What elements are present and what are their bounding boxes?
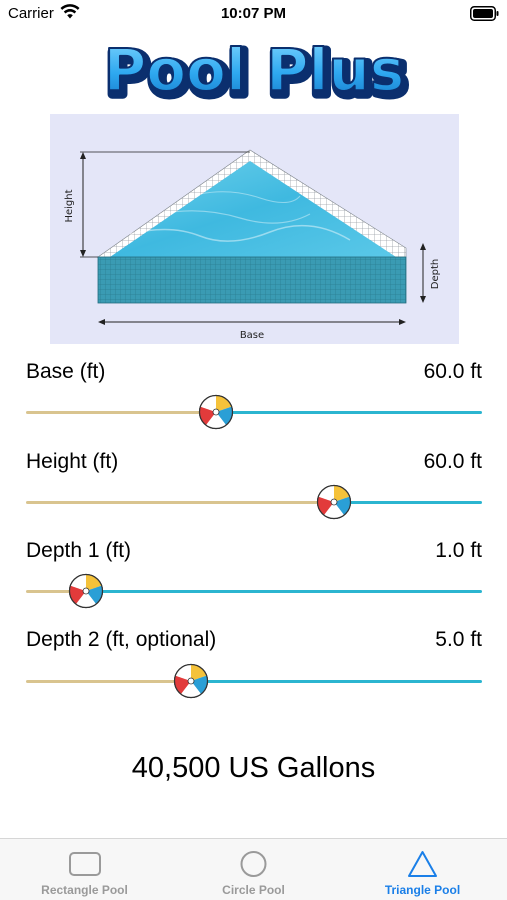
- slider-track-filled[interactable]: [26, 411, 217, 414]
- depth2-value: 5.0 ft: [435, 628, 482, 651]
- base-slider[interactable]: [26, 394, 482, 430]
- logo-text: Pool Plus: [104, 36, 404, 104]
- logo-text-outline: Pool Plus: [107, 40, 407, 108]
- beach-ball-thumb-icon[interactable]: [316, 484, 352, 520]
- beach-ball-thumb-icon[interactable]: [173, 663, 209, 699]
- depth1-slider[interactable]: [26, 573, 482, 609]
- slider-track-filled[interactable]: [26, 680, 191, 683]
- slider-track-filled[interactable]: [26, 590, 86, 593]
- depth1-value: 1.0 ft: [435, 539, 482, 562]
- depth1-label-text: Depth 1 (ft): [26, 539, 132, 562]
- pool-front-wall: [97, 256, 407, 304]
- slider-track-filled[interactable]: [26, 501, 334, 504]
- app-logo: Pool Plus Pool Plus: [102, 35, 411, 110]
- circle-icon: [240, 851, 267, 877]
- height-value: 60.0 ft: [423, 450, 482, 473]
- water-surface: [110, 161, 396, 257]
- status-bar: Carrier 10:07 PM: [0, 0, 507, 28]
- depth2-slider[interactable]: [26, 663, 482, 699]
- height-label-text: Height (ft): [26, 450, 119, 473]
- slider-track-empty[interactable]: [191, 680, 482, 683]
- clock: 10:07 PM: [220, 5, 287, 22]
- height-label: Height: [64, 189, 75, 222]
- tab-label: Triangle Pool: [384, 883, 461, 897]
- base-label: Base: [240, 330, 264, 341]
- gallons-result: 40,500 US Gallons: [131, 752, 376, 784]
- height-slider[interactable]: [26, 484, 482, 520]
- tab-label: Circle Pool: [222, 883, 285, 897]
- carrier-label: Carrier: [8, 5, 54, 22]
- tab-circle-pool[interactable]: Circle Pool: [169, 839, 338, 900]
- slider-track-empty[interactable]: [216, 411, 482, 414]
- tab-bar: Rectangle Pool Circle Pool Triangle Pool: [0, 838, 507, 900]
- base-value: 60.0 ft: [423, 360, 482, 383]
- tab-triangle-pool[interactable]: Triangle Pool: [338, 839, 507, 900]
- beach-ball-thumb-icon[interactable]: [198, 394, 234, 430]
- depth-label: Depth: [430, 259, 441, 289]
- base-label-text: Base (ft): [26, 360, 106, 383]
- slider-track-empty[interactable]: [86, 590, 482, 593]
- slider-track-empty[interactable]: [333, 501, 482, 504]
- beach-ball-thumb-icon[interactable]: [68, 573, 104, 609]
- wifi-icon: [60, 4, 80, 19]
- depth2-label-text: Depth 2 (ft, optional): [26, 628, 217, 651]
- triangle-pool-diagram: Height Depth Base: [50, 114, 459, 344]
- triangle-icon: [408, 851, 437, 877]
- tab-label: Rectangle Pool: [41, 883, 128, 897]
- tab-rectangle-pool[interactable]: Rectangle Pool: [0, 839, 169, 900]
- rectangle-icon: [69, 852, 101, 876]
- battery-icon: [470, 6, 499, 21]
